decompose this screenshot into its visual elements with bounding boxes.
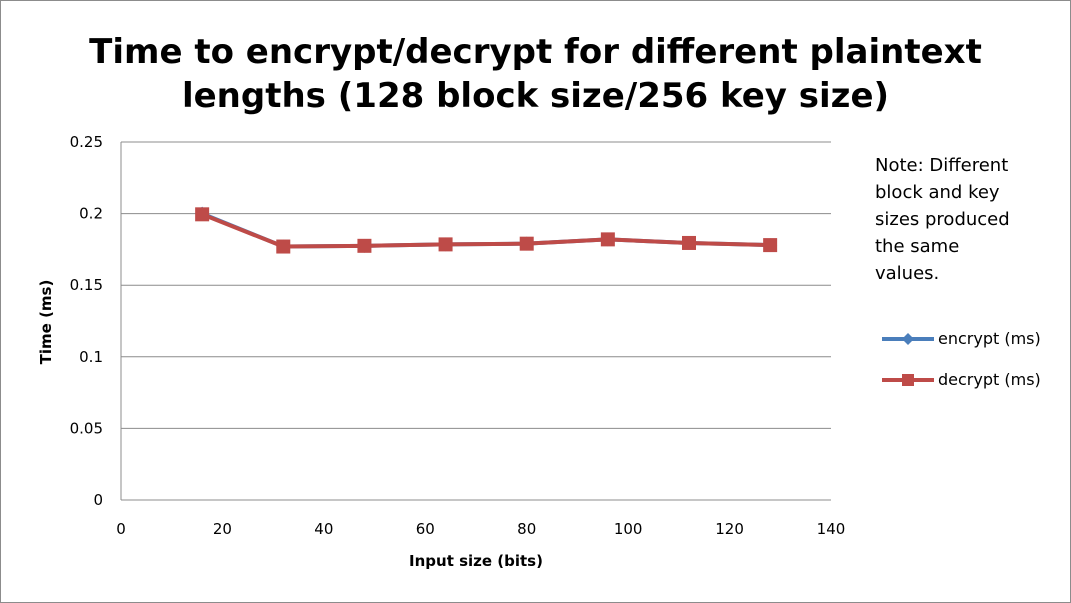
legend-decrypt-marker [882,373,934,386]
y-tick-label: 0.15 [70,276,103,294]
legend-encrypt-marker [882,332,934,345]
x-tick-label: 80 [517,520,536,538]
decrypt-point [763,238,778,253]
y-tick-label: 0.05 [70,419,103,437]
y-tick-label: 0.25 [70,133,103,151]
x-tick-label: 40 [314,520,333,538]
decrypt-point [600,232,615,247]
series-line-decrypt [201,212,771,249]
y-axis-title: Time (ms) [37,280,55,365]
decrypt-point [195,207,210,222]
x-tick-label: 100 [614,520,643,538]
legend-item-decrypt: decrypt (ms) [882,370,1041,389]
decrypt-point [438,237,453,252]
chart-title: Time to encrypt/decrypt for different pl… [0,30,1071,118]
legend-item-encrypt: encrypt (ms) [882,329,1041,348]
legend-decrypt-label: decrypt (ms) [938,370,1041,389]
x-axis-title: Input size (bits) [409,552,543,570]
series-group [195,206,778,254]
decrypt-point [276,239,291,254]
x-tick-labels: 0 20 40 60 80 100 120 140 [116,520,845,538]
y-tick-label: 0.1 [79,348,103,366]
y-tick-label: 0.2 [79,205,103,223]
x-tick-label: 0 [116,520,126,538]
x-tick-label: 120 [715,520,744,538]
x-tick-label: 60 [416,520,435,538]
chart-title-line-1: Time to encrypt/decrypt for different pl… [89,32,982,72]
chart-title-line-2: lengths (128 block size/256 key size) [181,76,890,116]
decrypt-point [682,235,696,250]
x-tick-label: 20 [213,520,232,538]
x-tick-label: 140 [817,520,846,538]
gridlines [120,141,831,501]
y-tick-labels: 0 0.05 0.1 0.15 0.2 0.25 [70,133,103,509]
decrypt-point [357,238,372,253]
legend-encrypt-label: encrypt (ms) [938,329,1041,348]
decrypt-point [519,236,534,251]
chart-note: Note: Different block and key sizes prod… [875,155,1010,284]
y-tick-label: 0 [93,491,103,509]
